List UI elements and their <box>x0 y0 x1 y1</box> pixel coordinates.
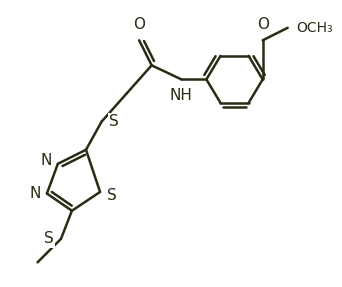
Text: OCH₃: OCH₃ <box>297 21 333 35</box>
Text: O: O <box>257 18 269 32</box>
Text: S: S <box>44 231 54 246</box>
Text: O: O <box>133 18 145 32</box>
Text: S: S <box>109 114 119 129</box>
Text: N: N <box>29 186 41 201</box>
Text: S: S <box>107 188 117 203</box>
Text: N: N <box>40 153 52 168</box>
Text: NH: NH <box>170 88 193 103</box>
